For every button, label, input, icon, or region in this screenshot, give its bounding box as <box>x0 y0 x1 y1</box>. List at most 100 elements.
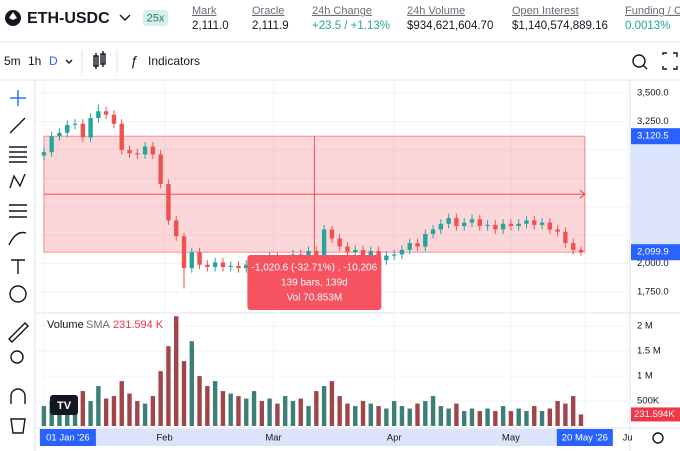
chart-type-icon[interactable] <box>93 51 106 69</box>
candle-body <box>49 136 54 153</box>
measure-label: -1,020.6 (-32.71%) , -10,206 <box>252 263 378 274</box>
candle-body <box>119 123 124 150</box>
volume-bar <box>96 386 101 426</box>
candle-body <box>127 149 132 154</box>
volume-bar <box>524 411 529 426</box>
interval[interactable]: 5m <box>4 54 21 68</box>
volume-bar <box>578 414 584 426</box>
stat-label: 24h Volume <box>407 5 465 17</box>
volume-bar <box>205 386 210 426</box>
projection-tool[interactable] <box>9 204 27 218</box>
volume-bar <box>290 401 296 426</box>
leverage[interactable]: 25x <box>147 12 165 24</box>
volume-bar <box>267 398 272 426</box>
range-highlight <box>43 429 585 446</box>
volume-bar <box>111 396 117 426</box>
volume-bar <box>212 381 218 426</box>
volume-bar <box>119 381 124 426</box>
candle-body <box>103 111 109 115</box>
interval-active[interactable]: D <box>49 54 58 68</box>
candle-body <box>189 252 194 269</box>
candle-body <box>142 146 148 155</box>
candle-body <box>353 249 358 253</box>
candle-body <box>423 234 428 247</box>
volume-tick-label: 500K <box>637 396 660 407</box>
volume-bar <box>282 396 288 426</box>
candle-body <box>205 264 210 267</box>
symbol[interactable]: ETH-USDC <box>27 10 110 27</box>
stat-label: Open Interest <box>512 5 579 17</box>
zoom-tool[interactable] <box>10 350 24 364</box>
candle-body <box>430 229 436 235</box>
volume-bar <box>399 406 405 426</box>
leverage-badge[interactable] <box>143 10 168 26</box>
candle-body <box>524 220 529 224</box>
interval-chevron[interactable] <box>65 59 73 64</box>
candle-body <box>493 224 498 230</box>
candle-body <box>135 153 140 155</box>
screenshot-icon[interactable] <box>632 54 648 70</box>
volume-tick-label: 1.5 M <box>637 346 661 357</box>
volume-bar <box>438 406 444 426</box>
candle-body <box>563 231 568 244</box>
candle-body <box>88 118 93 138</box>
stat-label: Oracle <box>252 5 284 17</box>
drawing-tools <box>8 90 29 434</box>
candle-body <box>415 243 420 247</box>
crosshair-tool[interactable] <box>10 90 26 106</box>
candle-body <box>174 220 179 237</box>
volume-bar <box>462 411 467 426</box>
symbol-chevron[interactable] <box>119 14 131 21</box>
volume-legend-value: 231.594 K <box>113 319 164 331</box>
candle-body <box>454 218 459 227</box>
volume-bar <box>337 396 342 426</box>
volume-bar <box>555 401 560 426</box>
candle-body <box>570 243 576 250</box>
indicators-button[interactable]: Indicators <box>148 54 200 68</box>
fib-tool[interactable] <box>9 146 27 163</box>
volume-bar <box>174 316 179 426</box>
volume-legend: Volume <box>47 319 84 331</box>
volume-bar <box>314 391 319 426</box>
brush-tool[interactable] <box>8 231 27 246</box>
interval[interactable]: 1h <box>28 54 41 68</box>
volume-bar <box>477 411 482 426</box>
candle-body <box>96 111 101 119</box>
measure-label: 139 bars, 139d <box>281 278 348 289</box>
y-tick-label: 3,500.0 <box>637 88 669 99</box>
volume-bar <box>430 396 436 426</box>
volume-bar <box>376 406 381 426</box>
candle-body <box>391 254 397 256</box>
candle-body <box>407 243 412 250</box>
magnet-tool[interactable] <box>10 388 26 404</box>
volume-bar <box>345 403 350 426</box>
settings-icon[interactable] <box>652 432 664 444</box>
volume-bar <box>251 391 257 426</box>
pattern-tool[interactable] <box>9 173 26 189</box>
fullscreen-icon[interactable] <box>662 52 678 70</box>
volume-bar <box>532 406 537 426</box>
volume-bar <box>181 361 187 426</box>
volume-bar <box>41 406 47 426</box>
price-range-highlight <box>631 136 680 253</box>
text-tool[interactable] <box>11 259 25 274</box>
volume-bar <box>298 398 303 426</box>
candle-body <box>41 152 47 156</box>
volume-bar <box>80 391 86 426</box>
volume-bar <box>384 408 389 426</box>
stat-value: 2,111.9 <box>252 20 289 32</box>
measure-label-box <box>247 255 382 310</box>
trash-tool[interactable] <box>10 418 26 434</box>
indicators-icon[interactable]: ƒ <box>130 53 138 69</box>
volume-bar <box>103 398 109 426</box>
y-tick-label: 3,250.0 <box>637 116 669 127</box>
trendline-tool[interactable] <box>9 117 26 134</box>
candle-body <box>462 222 467 227</box>
volume-bar <box>259 401 265 426</box>
volume-bar <box>88 401 93 426</box>
candle-body <box>212 262 218 267</box>
ruler-tool[interactable] <box>8 322 29 343</box>
price-tag <box>631 244 680 261</box>
emoji-tool[interactable] <box>9 285 27 303</box>
volume-bar <box>516 408 521 426</box>
